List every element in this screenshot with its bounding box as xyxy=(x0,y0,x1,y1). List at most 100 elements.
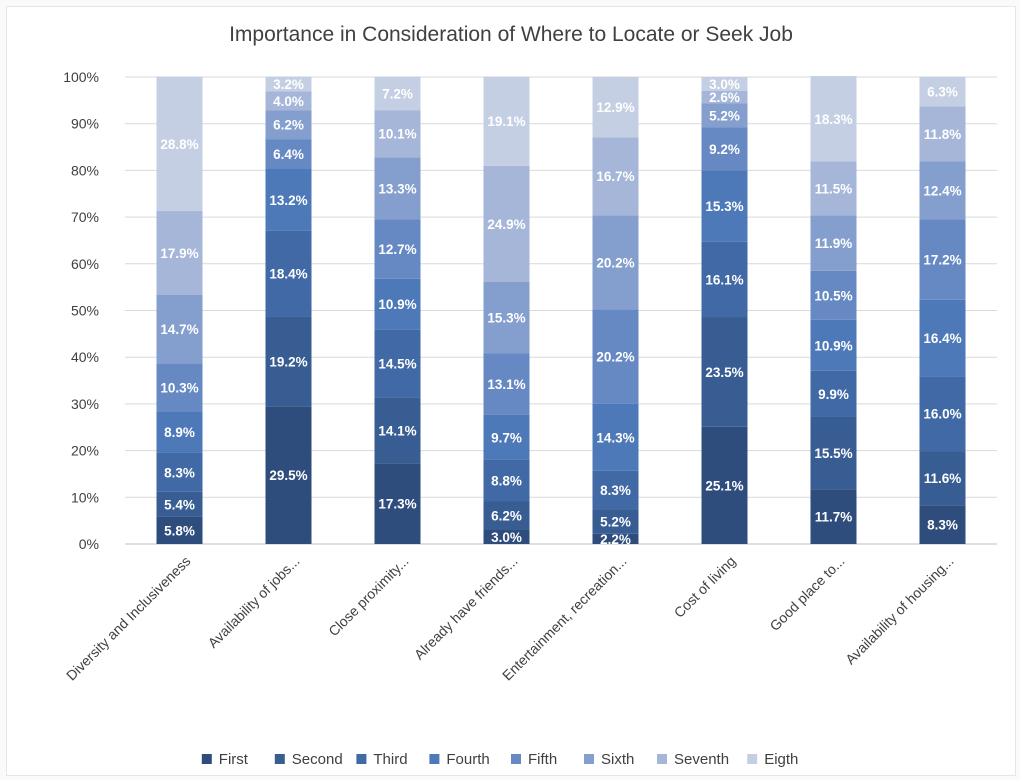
legend-swatch xyxy=(511,754,521,764)
data-label: 12.4% xyxy=(923,183,961,198)
bar-segment xyxy=(483,353,530,415)
bar-segment xyxy=(701,241,748,318)
data-label: 12.9% xyxy=(596,100,634,115)
bar-segment xyxy=(919,376,966,452)
data-label: 8.3% xyxy=(164,465,195,480)
y-tick-label: 90% xyxy=(71,116,99,132)
data-label: 15.3% xyxy=(705,199,743,214)
legend-label: Sixth xyxy=(601,751,634,768)
data-label: 17.2% xyxy=(923,253,961,268)
data-label: 17.9% xyxy=(160,246,198,261)
data-label: 14.5% xyxy=(378,357,416,372)
data-label: 23.5% xyxy=(705,365,743,380)
data-label: 8.9% xyxy=(164,425,195,440)
data-label: 8.3% xyxy=(600,483,631,498)
legend-label: Eigth xyxy=(764,751,798,768)
data-label: 16.0% xyxy=(923,407,961,422)
y-tick-label: 10% xyxy=(71,489,99,505)
data-label: 5.2% xyxy=(600,515,631,530)
data-label: 20.2% xyxy=(596,350,634,365)
data-label: 10.9% xyxy=(378,297,416,312)
x-tick-label: Good place to... xyxy=(766,553,847,634)
bar-segment xyxy=(592,77,639,138)
data-label: 13.1% xyxy=(487,377,525,392)
bar-segment xyxy=(810,215,857,271)
legend-label: Third xyxy=(373,751,407,768)
bar-segment xyxy=(810,319,857,371)
y-tick-label: 80% xyxy=(71,162,99,178)
data-label: 11.7% xyxy=(815,510,853,525)
bar-segment xyxy=(701,127,748,171)
bar-segment xyxy=(483,414,530,460)
data-label: 2.2% xyxy=(600,532,631,547)
bar-segment xyxy=(156,76,203,212)
data-label: 11.9% xyxy=(815,236,853,251)
bar-segment xyxy=(265,91,312,111)
data-label: 10.5% xyxy=(814,288,852,303)
data-label: 18.3% xyxy=(814,112,852,127)
bar-segment xyxy=(265,139,312,169)
data-label: 8.8% xyxy=(491,473,522,488)
data-label: 3.0% xyxy=(491,530,522,545)
legend-swatch xyxy=(747,754,758,764)
data-label: 15.3% xyxy=(487,311,525,326)
data-label: 19.1% xyxy=(487,114,525,129)
x-tick-label: Entertainment, recreation... xyxy=(499,553,630,684)
x-tick-label: Cost of living xyxy=(671,553,739,621)
data-label: 6.2% xyxy=(491,509,522,524)
data-label: 4.0% xyxy=(273,94,304,109)
data-label: 16.4% xyxy=(923,331,961,346)
bar-segment xyxy=(265,406,312,544)
data-label: 12.7% xyxy=(378,242,416,257)
data-label: 11.6% xyxy=(924,471,962,486)
data-label: 6.3% xyxy=(927,85,958,100)
data-label: 5.4% xyxy=(164,497,195,512)
x-tick-label: Close proximity... xyxy=(325,553,411,639)
y-tick-label: 60% xyxy=(71,256,99,272)
data-label: 6.4% xyxy=(273,147,304,162)
data-label: 6.2% xyxy=(273,118,304,133)
bar-segment xyxy=(701,91,748,104)
data-label: 15.5% xyxy=(814,446,852,461)
bar-segment xyxy=(701,103,748,128)
bar-segment xyxy=(483,459,530,502)
y-tick-label: 30% xyxy=(71,396,99,412)
bar-segment xyxy=(592,215,639,310)
data-label: 10.9% xyxy=(814,338,852,353)
bar-segment xyxy=(592,533,639,544)
bar-segment xyxy=(919,299,966,377)
bar-segment xyxy=(919,106,966,162)
legend-swatch xyxy=(274,754,285,764)
bar-segment xyxy=(156,211,203,295)
bar-segment xyxy=(483,165,530,283)
bar-segment xyxy=(701,317,748,427)
x-tick-label: Diversity and Inclusiveness xyxy=(63,553,194,684)
bar-segment xyxy=(592,309,639,404)
data-label: 9.9% xyxy=(818,387,849,402)
bar-segment xyxy=(374,76,421,111)
bar-segment xyxy=(701,170,748,242)
legend-swatch xyxy=(356,754,367,764)
legend-label: First xyxy=(219,751,249,768)
data-label: 9.7% xyxy=(491,430,522,445)
data-label: 14.7% xyxy=(160,322,198,337)
bar-segment xyxy=(156,294,203,364)
data-label: 5.2% xyxy=(709,108,740,123)
stacked-bar-chart: Importance in Consideration of Where to … xyxy=(63,23,997,768)
data-label: 3.0% xyxy=(709,77,740,92)
bar-segment xyxy=(810,76,857,162)
bar-segment xyxy=(810,489,857,544)
bar-segment xyxy=(156,516,203,544)
x-tick-label: Already have friends... xyxy=(411,553,521,663)
data-label: 8.3% xyxy=(927,518,958,533)
bar-segment xyxy=(374,329,421,398)
data-label: 13.2% xyxy=(269,193,307,208)
bar-segment xyxy=(592,470,639,510)
bar-segment xyxy=(592,137,639,216)
bar-segment xyxy=(374,463,421,544)
bar-segment xyxy=(919,451,966,506)
data-label: 25.1% xyxy=(705,478,743,493)
gridlines xyxy=(125,76,997,545)
x-axis: Diversity and Inclusiveness Availability … xyxy=(63,553,957,684)
bar-segment xyxy=(919,219,966,300)
